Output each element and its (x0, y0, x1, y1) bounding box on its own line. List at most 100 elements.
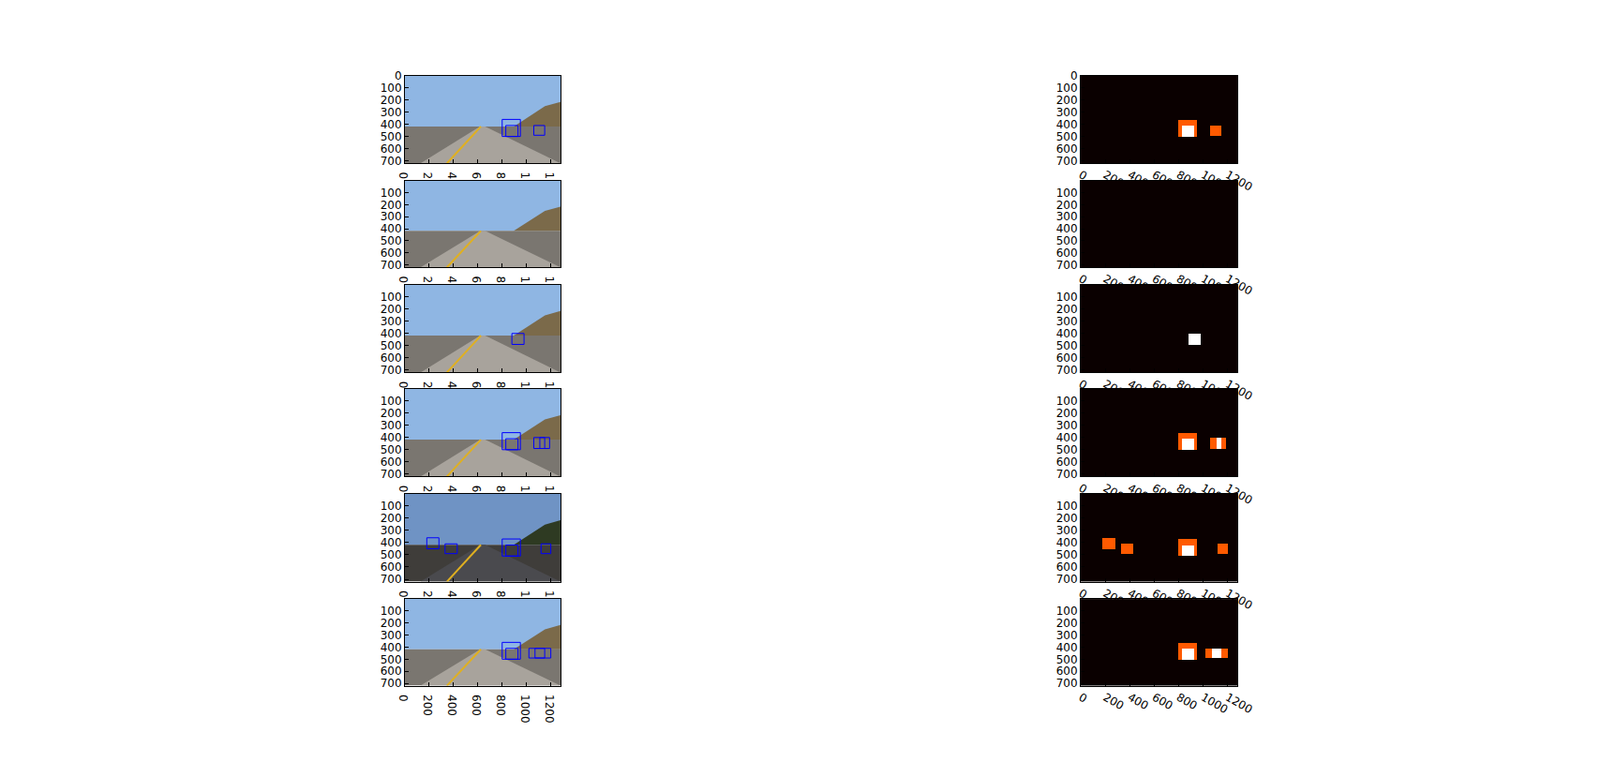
svg-text:500: 500 (380, 548, 403, 562)
svg-text:0: 0 (1076, 271, 1091, 287)
svg-text:600: 600 (469, 590, 483, 613)
svg-text:800: 800 (493, 172, 508, 195)
svg-text:200: 200 (1056, 406, 1078, 420)
svg-text:1000: 1000 (518, 694, 532, 724)
svg-text:500: 500 (1056, 548, 1078, 562)
svg-text:300: 300 (1056, 418, 1078, 433)
svg-text:400: 400 (1056, 118, 1078, 132)
svg-text:600: 600 (1056, 664, 1078, 678)
svg-text:1200: 1200 (1223, 376, 1255, 403)
svg-text:700: 700 (1056, 363, 1078, 377)
svg-text:800: 800 (1174, 690, 1200, 714)
svg-text:600: 600 (380, 455, 403, 469)
svg-text:400: 400 (445, 590, 459, 613)
svg-text:300: 300 (1056, 314, 1078, 329)
svg-text:100: 100 (380, 290, 403, 304)
svg-text:700: 700 (1056, 676, 1078, 690)
svg-text:600: 600 (1056, 246, 1078, 260)
svg-text:400: 400 (1125, 271, 1152, 295)
svg-text:300: 300 (1056, 523, 1078, 538)
svg-text:200: 200 (420, 485, 434, 508)
svg-text:1000: 1000 (1198, 271, 1230, 298)
svg-text:200: 200 (420, 590, 434, 613)
svg-text:400: 400 (445, 694, 459, 717)
svg-text:600: 600 (469, 276, 483, 299)
svg-text:0: 0 (1070, 69, 1078, 83)
svg-text:300: 300 (380, 209, 403, 224)
svg-text:400: 400 (380, 222, 403, 236)
svg-text:500: 500 (380, 443, 403, 457)
svg-text:1200: 1200 (542, 172, 556, 202)
svg-text:200: 200 (1101, 271, 1127, 295)
svg-text:600: 600 (380, 142, 403, 156)
svg-text:600: 600 (1056, 455, 1078, 469)
svg-text:800: 800 (1174, 586, 1200, 610)
svg-text:400: 400 (1056, 641, 1078, 655)
svg-text:1200: 1200 (542, 590, 556, 620)
svg-text:1200: 1200 (1223, 690, 1255, 717)
svg-text:100: 100 (380, 499, 403, 513)
svg-text:1000: 1000 (1198, 586, 1230, 613)
svg-text:700: 700 (1056, 572, 1078, 586)
svg-text:1000: 1000 (1198, 480, 1230, 507)
svg-text:200: 200 (1056, 93, 1078, 107)
svg-text:200: 200 (1101, 167, 1127, 191)
svg-text:400: 400 (445, 172, 459, 195)
svg-text:200: 200 (1101, 376, 1127, 400)
svg-text:300: 300 (1056, 628, 1078, 643)
svg-text:400: 400 (1056, 222, 1078, 236)
svg-text:1000: 1000 (1198, 690, 1230, 717)
svg-text:800: 800 (1174, 480, 1200, 504)
svg-text:200: 200 (380, 616, 403, 630)
svg-text:0: 0 (396, 694, 410, 703)
svg-text:1200: 1200 (542, 276, 556, 306)
svg-text:300: 300 (1056, 209, 1078, 224)
svg-text:800: 800 (493, 590, 508, 613)
svg-text:200: 200 (420, 172, 434, 195)
svg-text:100: 100 (1056, 604, 1078, 618)
svg-text:700: 700 (380, 572, 403, 586)
svg-text:200: 200 (1101, 586, 1127, 610)
svg-text:200: 200 (380, 198, 403, 212)
svg-text:1200: 1200 (542, 381, 556, 411)
svg-text:200: 200 (380, 302, 403, 316)
svg-text:400: 400 (445, 276, 459, 299)
svg-text:600: 600 (1150, 586, 1176, 610)
svg-text:1000: 1000 (518, 590, 532, 620)
svg-text:200: 200 (420, 381, 434, 404)
svg-text:1000: 1000 (1198, 167, 1230, 194)
svg-text:500: 500 (380, 653, 403, 667)
svg-text:0: 0 (1076, 480, 1091, 496)
svg-text:100: 100 (1056, 290, 1078, 304)
svg-text:600: 600 (380, 560, 403, 574)
svg-text:100: 100 (380, 186, 403, 200)
svg-text:700: 700 (1056, 467, 1078, 481)
svg-text:400: 400 (1125, 690, 1152, 714)
svg-text:200: 200 (380, 93, 403, 107)
svg-text:600: 600 (469, 485, 483, 508)
svg-text:600: 600 (1150, 690, 1176, 714)
svg-text:400: 400 (380, 118, 403, 132)
svg-text:1200: 1200 (1223, 480, 1255, 507)
svg-text:500: 500 (1056, 653, 1078, 667)
svg-text:100: 100 (1056, 499, 1078, 513)
svg-text:500: 500 (1056, 130, 1078, 144)
svg-text:100: 100 (380, 394, 403, 408)
svg-text:1000: 1000 (1198, 376, 1230, 403)
svg-text:0: 0 (1076, 376, 1091, 392)
svg-text:200: 200 (420, 694, 434, 717)
svg-text:1200: 1200 (542, 485, 556, 515)
svg-text:500: 500 (1056, 339, 1078, 353)
svg-text:500: 500 (380, 234, 403, 248)
svg-text:700: 700 (380, 363, 403, 377)
svg-text:1200: 1200 (542, 694, 556, 724)
svg-text:0: 0 (1076, 690, 1091, 706)
svg-text:300: 300 (1056, 105, 1078, 120)
svg-text:700: 700 (380, 676, 403, 690)
svg-text:600: 600 (469, 381, 483, 404)
svg-text:200: 200 (1056, 198, 1078, 212)
svg-text:300: 300 (380, 628, 403, 643)
svg-text:700: 700 (380, 154, 403, 168)
svg-text:600: 600 (1056, 351, 1078, 365)
svg-text:200: 200 (380, 406, 403, 420)
